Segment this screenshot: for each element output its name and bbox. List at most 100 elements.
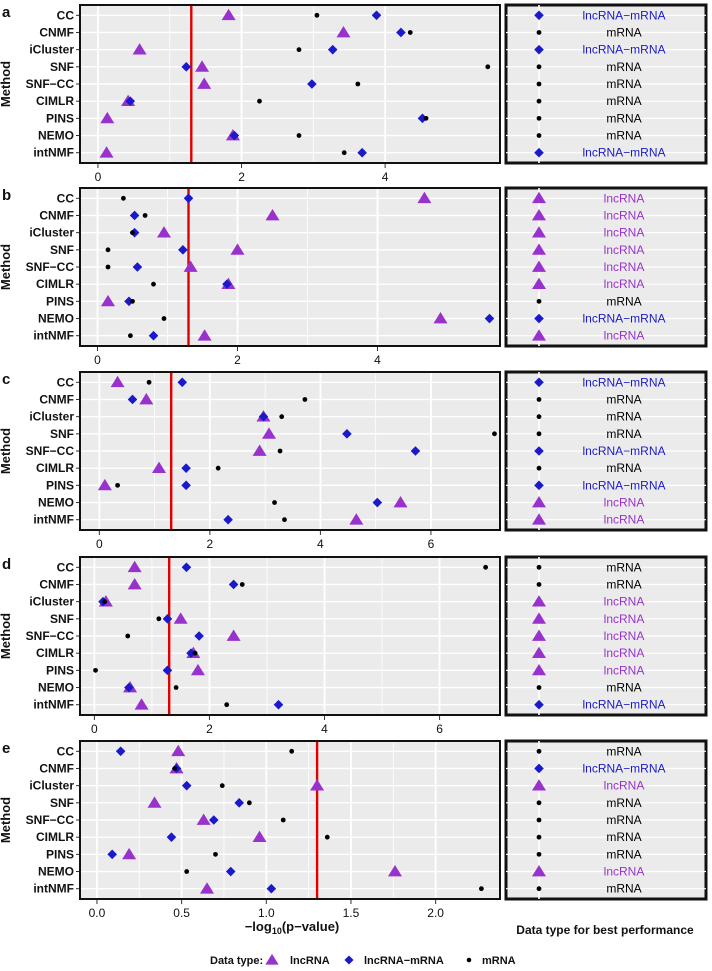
y-tick-label: iCluster <box>29 595 74 609</box>
best-type-label: lncRNA <box>604 191 645 205</box>
mRNA-point <box>172 766 178 771</box>
best-type-label: mRNA <box>606 577 641 591</box>
best-type-label: lncRNA−mRNA <box>582 8 665 22</box>
best-type-label: mRNA <box>606 461 641 475</box>
lncRNA-mRNA-point <box>181 562 192 573</box>
x-axis-label-right: (p−value) <box>282 919 339 934</box>
mRNA-point <box>277 448 283 454</box>
lncRNA-mRNA-point <box>222 279 232 289</box>
best-type-label: mRNA <box>606 847 641 861</box>
lncRNA-mRNA-point <box>148 330 159 341</box>
y-axis-title: Method <box>0 797 13 843</box>
x-tick-label: 1.0 <box>258 906 275 920</box>
y-tick-label: intNMF <box>33 329 74 343</box>
panel-b: 0 2 4 CC CNMF iCluster SNF SNF−CC CIMLR PINS NEMO i… <box>0 186 708 367</box>
lncRNA-mRNA-point <box>371 10 382 21</box>
mRNA-point <box>105 247 111 253</box>
y-axis-title: Method <box>0 244 13 290</box>
lncRNA-point <box>183 260 198 272</box>
best-type-label: mRNA <box>606 294 641 308</box>
mRNA-point <box>224 702 230 708</box>
best-mRNA-marker <box>536 817 542 823</box>
best-lncRNA-marker <box>532 496 546 508</box>
best-lncRNA-marker <box>532 646 546 659</box>
lncRNA-point <box>252 444 267 456</box>
best-lncRNA-marker <box>532 329 546 341</box>
best-mRNA-marker <box>536 431 542 437</box>
best-type-label: mRNA <box>606 129 641 143</box>
mRNA-point <box>302 397 308 402</box>
y-tick-label: SNF <box>50 612 74 626</box>
lncRNA-mRNA-point <box>177 377 188 388</box>
best-type-label: lncRNA−mRNA <box>582 375 665 389</box>
best-type-label: mRNA <box>606 77 641 91</box>
mRNA-point <box>282 517 287 523</box>
lncRNA-point <box>134 698 149 710</box>
mRNA-point <box>161 316 167 321</box>
x-tick-label: 0 <box>91 722 98 736</box>
mRNA-point <box>102 599 108 605</box>
mRNA-point <box>289 748 295 754</box>
figure-footer: −log10(p−value) Data type for best perfo… <box>210 919 694 967</box>
y-tick-label: SNF <box>50 427 74 441</box>
best-lncRNA-mRNA-marker <box>534 763 544 774</box>
best-lncRNA-mRNA-marker <box>534 480 544 491</box>
mRNA-point <box>219 783 225 789</box>
mRNA-point <box>478 886 484 892</box>
best-lncRNA-marker <box>532 779 546 791</box>
lncRNA-mRNA-point <box>186 648 196 658</box>
legend-label: mRNA <box>482 955 516 967</box>
lncRNA-mRNA-point <box>357 147 367 158</box>
lncRNA-point <box>336 25 351 38</box>
mRNA-point <box>246 800 252 806</box>
best-type-label: lncRNA <box>604 329 645 343</box>
mRNA-point <box>130 298 135 304</box>
mRNA-point <box>341 150 347 156</box>
lncRNA-mRNA-point <box>234 798 244 808</box>
mRNA-point <box>213 851 218 857</box>
lncRNA-point <box>132 43 147 55</box>
lncRNA-point <box>197 77 212 89</box>
lncRNA-point <box>122 847 137 860</box>
best-mRNA-marker <box>536 582 542 587</box>
mRNA-point <box>184 869 190 874</box>
plot-border <box>79 187 501 347</box>
best-mRNA-marker <box>536 98 542 104</box>
best-type-label: lncRNA−mRNA <box>582 312 665 326</box>
y-tick-label: PINS <box>46 663 74 677</box>
lncRNA-mRNA-point <box>208 815 219 825</box>
panel-letter: b <box>2 187 11 204</box>
mRNA-point <box>215 465 221 471</box>
lncRNA-mRNA-point <box>125 96 136 106</box>
lncRNA-mRNA-point <box>266 883 277 894</box>
y-tick-label: SNF <box>50 243 74 257</box>
best-lncRNA-marker <box>532 260 546 272</box>
lncRNA-mRNA-point <box>372 497 383 508</box>
best-mRNA-marker <box>536 115 542 121</box>
best-mRNA-marker <box>536 886 542 892</box>
y-tick-label: PINS <box>46 111 74 125</box>
best-type-label: lncRNA <box>604 208 645 222</box>
lncRNA-point <box>262 427 276 439</box>
lncRNA-point <box>101 294 115 307</box>
best-type-label: mRNA <box>606 392 641 406</box>
lncRNA-mRNA-point <box>166 832 177 842</box>
lncRNA-point <box>127 577 142 590</box>
mRNA-point <box>423 115 429 121</box>
panel-letter: c <box>2 371 10 388</box>
panel-a: 0 2 4 CC CNMF iCluster SNF SNF−CC CIMLR PINS NEMO i… <box>0 3 708 184</box>
best-type-label: mRNA <box>606 94 641 108</box>
y-tick-label: NEMO <box>38 681 74 695</box>
x-tick-label: 4 <box>317 537 324 551</box>
best-type-label: lncRNA <box>604 243 645 257</box>
x-tick-label: 2 <box>207 537 214 551</box>
x-tick-label: 4 <box>374 353 381 367</box>
best-type-label: lncRNA−mRNA <box>582 478 665 492</box>
lncRNA-mRNA-point <box>273 699 284 710</box>
best-type-label: lncRNA <box>604 865 645 879</box>
mRNA-point <box>314 12 320 18</box>
legend-lncRNA-mRNA-marker <box>344 955 354 965</box>
lncRNA-mRNA-point <box>327 44 338 55</box>
lncRNA-mRNA-point <box>132 262 143 272</box>
y-tick-label: SNF−CC <box>26 629 75 643</box>
